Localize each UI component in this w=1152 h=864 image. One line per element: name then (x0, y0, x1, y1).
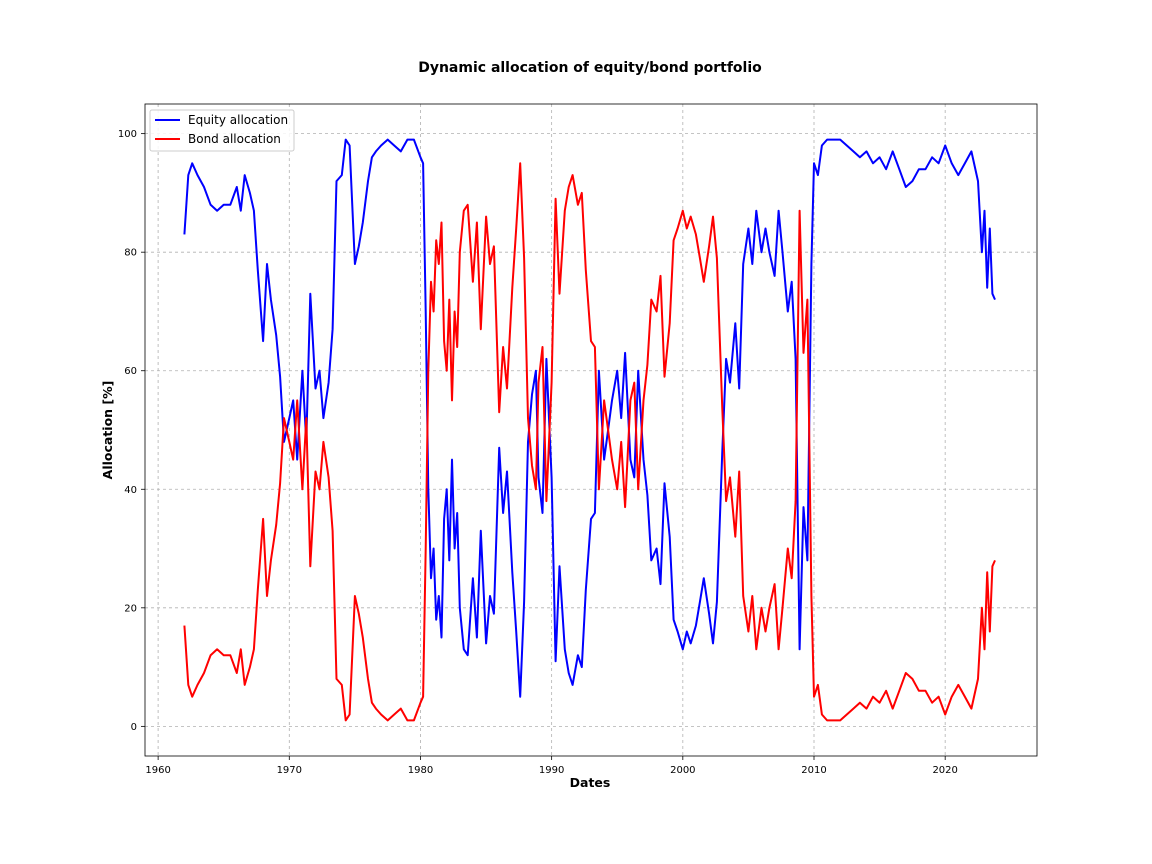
x-tick-label: 1980 (408, 765, 433, 776)
chart-title: Dynamic allocation of equity/bond portfo… (418, 60, 762, 76)
x-axis-label: Dates (570, 775, 611, 790)
y-tick-label: 60 (124, 366, 137, 377)
x-tick-label: 1960 (145, 765, 170, 776)
bond-allocation-line (183, 162, 996, 722)
y-tick-label: 100 (118, 129, 137, 140)
y-tick-label: 20 (124, 603, 137, 614)
legend-box (149, 109, 295, 152)
y-tick-label: 80 (124, 248, 137, 259)
legend: Equity allocation Bond allocation (149, 109, 295, 152)
y-axis-label: Allocation [%] (100, 381, 115, 480)
series-layer (183, 138, 996, 722)
grid (145, 104, 1037, 756)
x-tick-label: 1990 (539, 765, 564, 776)
y-tick-label: 0 (131, 722, 137, 733)
plot-frame (144, 103, 1038, 757)
y-tick-label: 40 (124, 485, 137, 496)
x-tick-label: 2010 (801, 765, 826, 776)
x-tick-label: 2000 (670, 765, 695, 776)
legend-label-bond: Bond allocation (188, 132, 281, 146)
x-tick-label: 2020 (932, 765, 957, 776)
x-tick-label: 1970 (277, 765, 302, 776)
legend-label-equity: Equity allocation (188, 113, 288, 127)
equity-allocation-line (183, 138, 996, 698)
axis-ticks: 1960 1970 1980 1990 2000 2010 2020 0 20 40 60 80 100 (118, 129, 958, 776)
